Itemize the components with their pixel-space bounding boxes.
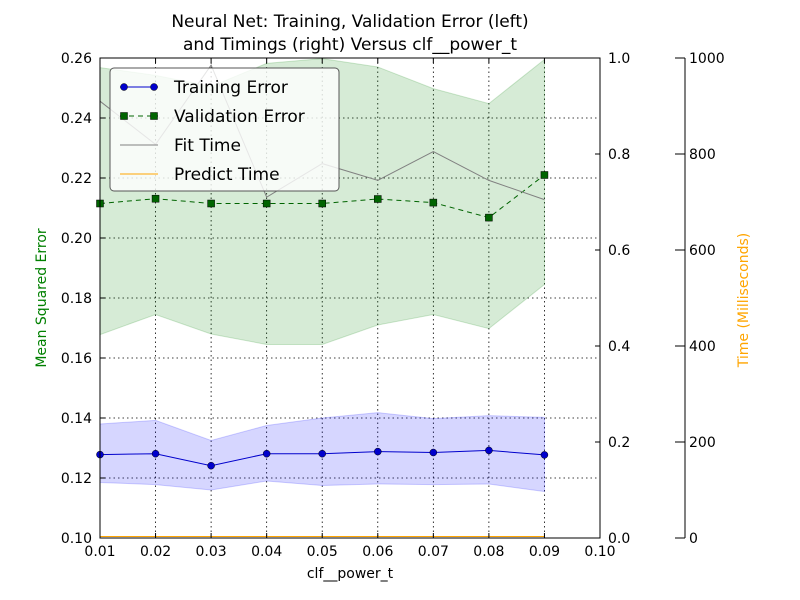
ms-axis-tick-label: 600 xyxy=(689,243,716,259)
x-axis-ticks: 0.01 0.02 0.03 0.04 0.05 0.06 0.07 0.08 0.09 0.10 xyxy=(84,58,616,560)
legend-box xyxy=(109,67,340,192)
y-left-tick-label: 0.20 xyxy=(61,231,92,247)
y-right-tick-label: 0.6 xyxy=(608,243,630,259)
y-axis-label-left: Mean Squared Error xyxy=(34,228,50,368)
ms-axis-tick-label: 1000 xyxy=(689,51,725,67)
legend-label-validation-error: Validation Error xyxy=(174,107,305,127)
ms-axis-tick-label: 0 xyxy=(689,531,698,547)
ms-axis-tick-label: 800 xyxy=(689,147,716,163)
chart-title-line2: and Timings (right) Versus clf__power_t xyxy=(183,35,517,55)
x-tick-label: 0.05 xyxy=(307,544,338,560)
y-left-tick-label: 0.12 xyxy=(61,471,92,487)
y-left-tick-label: 0.24 xyxy=(61,111,92,127)
point-validation-error xyxy=(207,199,215,208)
x-tick-label: 0.09 xyxy=(529,544,560,560)
y-right-tick-label: 0.2 xyxy=(608,435,630,451)
point-training-error xyxy=(429,448,438,457)
x-tick-label: 0.04 xyxy=(251,544,282,560)
point-validation-error xyxy=(485,213,493,222)
y-left-tick-label: 0.26 xyxy=(61,51,92,67)
legend-label-training-error: Training Error xyxy=(173,78,288,98)
y-left-axis-ticks: 0.10 0.12 0.14 0.16 0.18 0.20 0.22 0.24 0.26 xyxy=(61,51,105,547)
y-right-tick-label: 1.0 xyxy=(608,51,630,67)
point-training-error xyxy=(151,449,160,458)
ms-axis-tick-label: 200 xyxy=(689,435,716,451)
x-axis-label: clf__power_t xyxy=(307,566,394,582)
y-right-ms-axis: 0 200 400 600 800 1000 xyxy=(675,51,725,547)
chart-title-line1: Neural Net: Training, Validation Error (… xyxy=(171,12,528,32)
point-validation-error xyxy=(318,199,326,208)
legend-label-fit-time: Fit Time xyxy=(174,136,241,156)
y-right-tick-label: 0.8 xyxy=(608,147,630,163)
y-axis-label-right: Time (Milliseconds) xyxy=(736,233,752,369)
point-training-error xyxy=(374,447,382,456)
point-training-error xyxy=(318,449,326,458)
legend-marker-training-error xyxy=(150,83,158,91)
point-validation-error xyxy=(540,171,549,179)
ms-axis-tick-label: 400 xyxy=(689,339,716,355)
point-validation-error xyxy=(374,195,382,203)
x-tick-label: 0.01 xyxy=(84,544,115,560)
legend-marker-training-error xyxy=(120,83,128,91)
point-validation-error xyxy=(262,199,271,208)
y-left-tick-label: 0.16 xyxy=(61,351,92,367)
y-right-fraction-axis-ticks: 0.0 0.2 0.4 0.6 0.8 1.0 xyxy=(595,51,630,547)
x-tick-label: 0.07 xyxy=(418,544,449,560)
x-tick-label: 0.03 xyxy=(196,544,227,560)
point-training-error xyxy=(207,461,215,470)
point-validation-error xyxy=(429,198,438,207)
legend-label-predict-time: Predict Time xyxy=(174,165,280,185)
line-validation-error xyxy=(99,174,545,219)
legend-marker-validation-error xyxy=(150,112,158,120)
y-right-tick-label: 0.0 xyxy=(608,531,630,547)
legend: Training Error Validation Error Fit Time Pr… xyxy=(109,67,340,192)
point-training-error xyxy=(485,446,493,455)
point-training-error xyxy=(540,451,549,459)
point-validation-error xyxy=(151,194,160,203)
point-training-error xyxy=(262,449,271,458)
y-left-tick-label: 0.14 xyxy=(61,411,92,427)
x-tick-label: 0.06 xyxy=(362,544,393,560)
y-right-tick-label: 0.4 xyxy=(608,339,630,355)
x-tick-label: 0.02 xyxy=(140,544,171,560)
y-left-tick-label: 0.10 xyxy=(61,531,92,547)
y-left-tick-label: 0.22 xyxy=(61,171,92,187)
y-left-tick-label: 0.18 xyxy=(61,291,92,307)
x-tick-label: 0.10 xyxy=(584,544,615,560)
x-tick-label: 0.08 xyxy=(473,544,504,560)
legend-marker-validation-error xyxy=(120,112,128,120)
